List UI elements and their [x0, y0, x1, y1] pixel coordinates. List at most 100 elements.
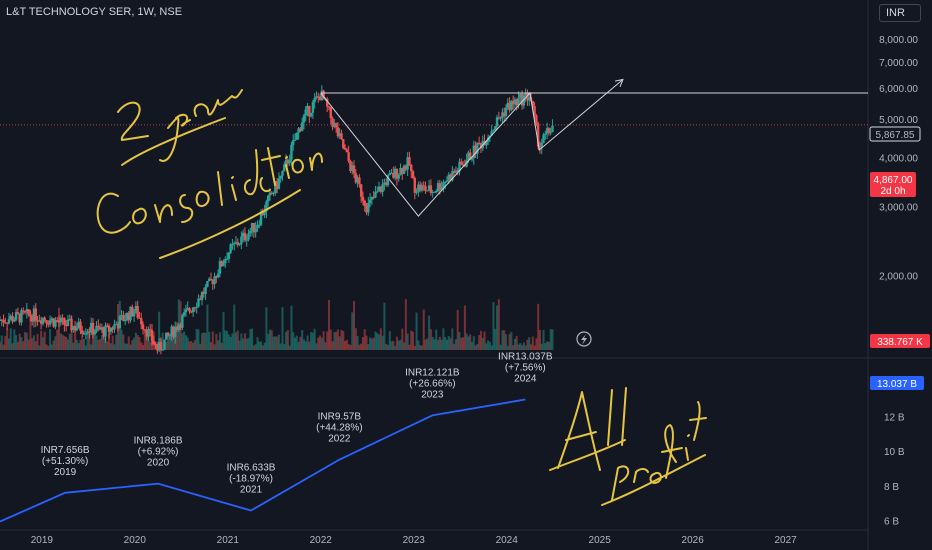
- candle-body: [115, 324, 118, 326]
- candle-body: [107, 325, 111, 332]
- candle-body: [361, 196, 365, 201]
- candle-body: [213, 276, 216, 285]
- volume-bar: [249, 329, 252, 350]
- volume-bar: [83, 338, 86, 350]
- candle-body: [106, 325, 109, 327]
- revenue-tick: 10 B: [884, 447, 905, 458]
- volume-bar: [15, 335, 18, 350]
- resistance-price-label: 5,867.85: [876, 130, 915, 141]
- candle-body: [549, 132, 552, 134]
- volume-bar: [115, 334, 118, 350]
- volume-bar: [313, 328, 316, 350]
- candle-body: [259, 212, 263, 225]
- volume-bar: [256, 337, 259, 350]
- candle-body: [177, 324, 180, 331]
- trend-lines[interactable]: [0, 78, 868, 217]
- volume-bar: [415, 312, 418, 350]
- candle-body: [356, 177, 359, 183]
- volume-bar: [301, 330, 304, 350]
- volume-bar: [88, 328, 91, 350]
- volume-bar: [172, 336, 175, 350]
- volume-bar: [487, 340, 490, 350]
- candle-body: [479, 143, 483, 149]
- time-axis[interactable]: 2019 2020 2021 2022 2023 2024 2025 2026 2027: [31, 535, 797, 546]
- candle-body: [250, 223, 254, 231]
- candle-body: [452, 171, 456, 173]
- volume-bar: [429, 329, 432, 350]
- candle-body: [433, 191, 436, 193]
- currency-button[interactable]: INR: [879, 4, 921, 22]
- volume-bar: [506, 345, 509, 350]
- candle-body: [467, 152, 470, 161]
- candle-body: [197, 298, 200, 307]
- volume-bar: [494, 328, 497, 350]
- volume-bar: [542, 330, 545, 350]
- candle-body: [461, 164, 465, 166]
- price-axis[interactable]: 8,000.00 7,000.00 6,000.00 5,000.00 4,000.00…: [879, 35, 918, 282]
- candle-body: [418, 184, 422, 191]
- candle-body: [120, 315, 123, 317]
- candle-body: [454, 170, 458, 173]
- candle-body: [329, 107, 332, 119]
- candle-body: [497, 117, 501, 119]
- zigzag-pattern-line[interactable]: [320, 79, 624, 217]
- candle-body: [272, 192, 275, 195]
- volume-bar: [127, 336, 130, 350]
- volume-bar: [2, 344, 5, 350]
- price-tick: 3,000.00: [879, 202, 918, 213]
- candle-body: [109, 327, 113, 332]
- volume-bar: [408, 344, 411, 350]
- candle-body: [334, 123, 338, 128]
- revenue-annotation-2023: 2023: [421, 389, 444, 400]
- volume-bar: [77, 343, 80, 350]
- candle-body: [420, 185, 424, 191]
- candle-body: [82, 333, 86, 335]
- candle-body: [470, 157, 474, 160]
- candle-body: [333, 123, 336, 127]
- candle-body: [424, 186, 427, 191]
- volume-bar: [399, 339, 402, 350]
- candle-body: [34, 308, 37, 321]
- revenue-axis[interactable]: 14 B12 B10 B8 B6 B: [884, 378, 905, 528]
- candle-body: [207, 278, 211, 282]
- revenue-annotation-2024: (+7.56%): [505, 363, 546, 374]
- volume-bar: [302, 339, 305, 350]
- candle-body: [132, 311, 136, 317]
- time-tick-2020: 2020: [124, 535, 147, 546]
- time-tick-2026: 2026: [682, 535, 705, 546]
- volume-bar: [58, 307, 61, 350]
- volume-bar: [367, 344, 370, 350]
- candle-body: [88, 331, 91, 333]
- volume-bar: [508, 334, 511, 350]
- volume-bar: [499, 344, 502, 350]
- volume-bar: [240, 333, 243, 350]
- candle-body: [129, 306, 132, 321]
- volume-bar: [311, 332, 314, 350]
- volume-bar: [442, 328, 445, 350]
- volume-bar: [420, 345, 423, 350]
- volume-bar: [41, 337, 44, 350]
- candle-body: [182, 312, 186, 316]
- volume-bar: [61, 334, 64, 350]
- candle-body: [397, 174, 400, 179]
- last-price-label: 4,867.00: [874, 175, 913, 186]
- candle-body: [147, 329, 150, 337]
- candle-body: [426, 190, 429, 192]
- candle-body: [374, 192, 377, 198]
- candle-body: [506, 102, 509, 108]
- candle-body: [429, 185, 433, 194]
- volume-bar: [417, 340, 420, 350]
- revenue-line: [0, 398, 526, 523]
- volume-bar: [224, 330, 227, 350]
- lightning-icon[interactable]: [576, 331, 592, 347]
- volume-bar: [306, 335, 309, 350]
- volume-bar: [243, 333, 246, 350]
- volume-bar: [299, 336, 302, 350]
- candle-body: [447, 174, 450, 181]
- candle-body: [138, 317, 141, 319]
- volume-bar: [403, 342, 406, 350]
- candle-body: [163, 339, 166, 350]
- candle-body: [95, 325, 98, 332]
- candle-body: [528, 97, 531, 101]
